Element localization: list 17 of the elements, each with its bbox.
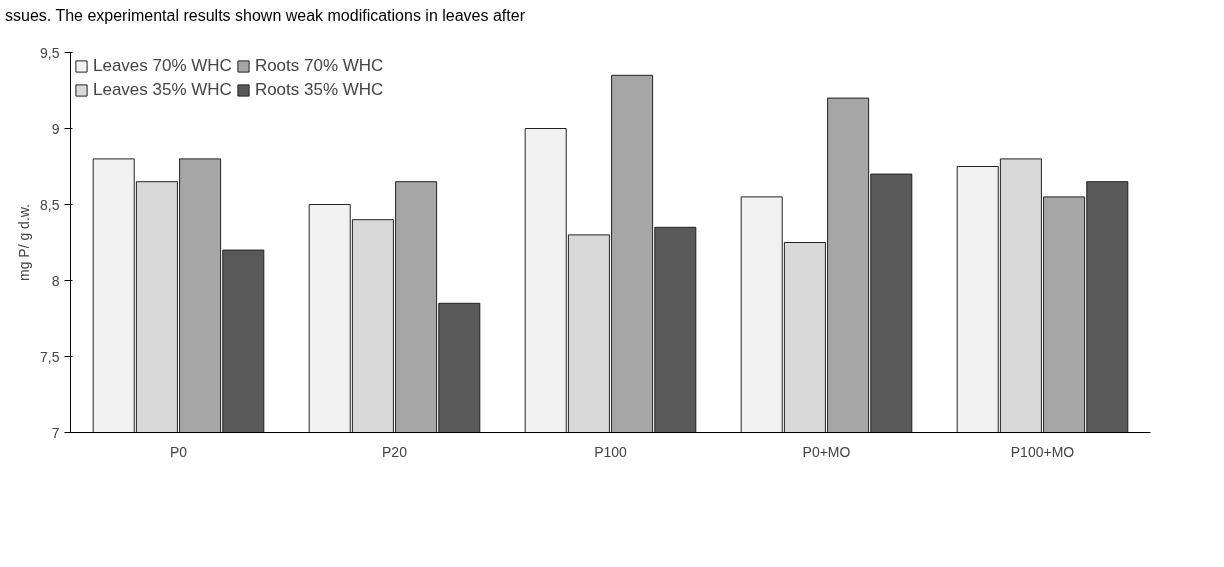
y-tick-label: 9 (51, 120, 60, 137)
y-axis-title: mg P/ g d.w. (16, 203, 33, 282)
legend-label: Roots 35% WHC (254, 80, 384, 100)
x-tick-label: P0 (169, 443, 188, 460)
y-tick-label: 8 (51, 272, 60, 289)
x-tick-label: P100 (594, 443, 628, 460)
x-tick-label: P100+MO (1010, 443, 1075, 460)
x-tick-label: P20 (382, 443, 408, 460)
y-tick-label: 7,5 (40, 348, 60, 365)
text: ssues. The experimental results shown weak modifications in leaves after (5, 6, 525, 26)
legend-label: Leaves 35% WHC (93, 80, 232, 100)
legend-label: Roots 70% WHC (254, 56, 384, 76)
y-tick-label: 9,5 (40, 44, 60, 61)
y-tick-label: 7 (51, 424, 60, 441)
x-tick-label: P0+MO (802, 443, 851, 460)
y-tick-label: 8,5 (40, 196, 60, 213)
legend-label: Leaves 70% WHC (93, 56, 232, 76)
